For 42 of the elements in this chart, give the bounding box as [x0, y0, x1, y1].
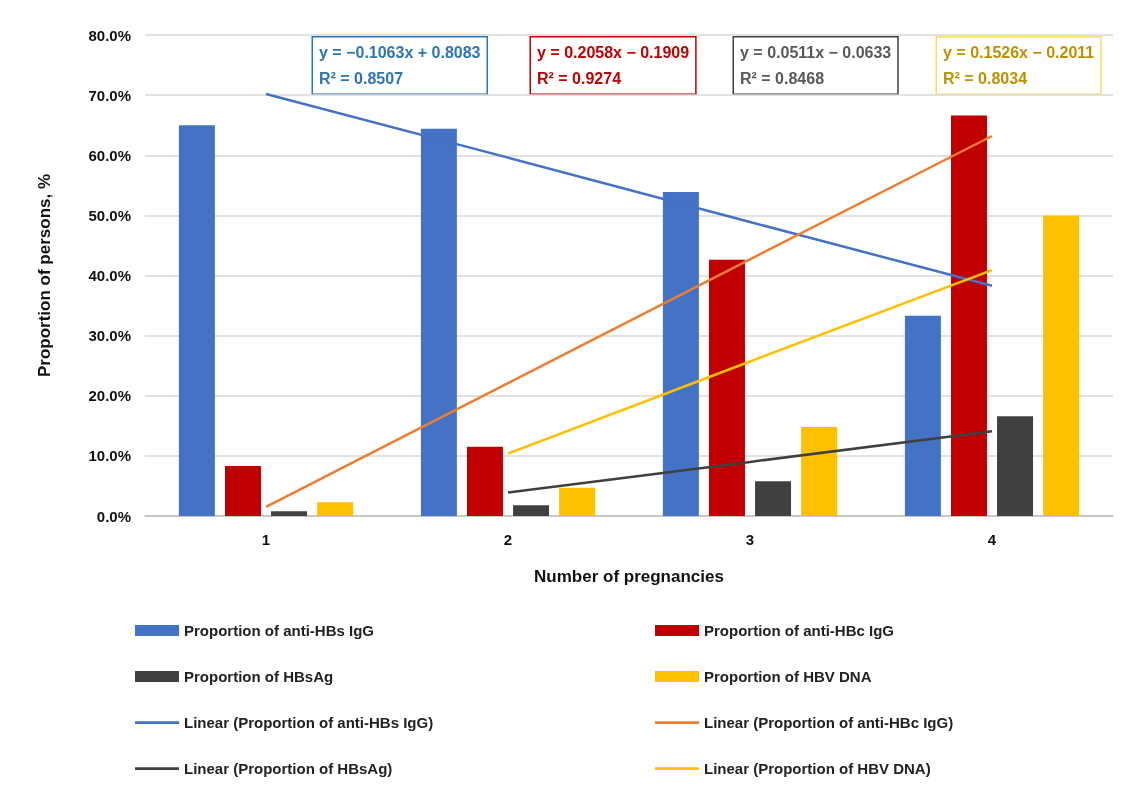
- bar: [801, 427, 838, 516]
- y-tick-label: 70.0%: [88, 86, 131, 104]
- line-series: [264, 134, 994, 509]
- legend-label: Proportion of HBV DNA: [704, 668, 872, 685]
- y-tick-label: 0.0%: [96, 507, 131, 525]
- x-axis-title: Number of pregnancies: [534, 567, 724, 586]
- y-tick-label: 50.0%: [88, 206, 131, 224]
- y-tick-label: 80.0%: [88, 26, 131, 44]
- y-tick-label: 60.0%: [88, 146, 131, 164]
- bar: [271, 511, 308, 516]
- legend-label: Linear (Proportion of anti-HBc IgG): [704, 714, 954, 731]
- bar: [317, 502, 354, 516]
- bar: [950, 115, 987, 516]
- y-axis-title: Proportion of persons, %: [35, 173, 54, 378]
- x-tick-label: 4: [987, 531, 997, 548]
- y-tick-label: 30.0%: [88, 327, 131, 345]
- legend-label: Proportion of HBsAg: [184, 668, 334, 685]
- annotation: y = 0.1526x − 0.2011 R² = 0.8034: [943, 44, 1095, 87]
- bar: [997, 416, 1034, 516]
- bar: [513, 505, 550, 516]
- x-tick-label: 3: [745, 531, 755, 548]
- bar: [755, 481, 792, 516]
- bar: [1043, 215, 1080, 516]
- y-tick-label: 20.0%: [88, 387, 131, 405]
- bar: [904, 315, 941, 516]
- x-tick-label: 2: [503, 531, 513, 548]
- bar: [466, 446, 503, 516]
- bar: [559, 487, 596, 516]
- legend-label: Proportion of anti-HBc IgG: [704, 622, 894, 639]
- legend-label: Linear (Proportion of anti-HBs IgG): [184, 714, 434, 731]
- bar: [224, 466, 261, 516]
- y-tick-label: 40.0%: [88, 267, 131, 284]
- x-tick-label: 1: [261, 531, 271, 548]
- legend-label: Linear (Proportion of HBV DNA): [704, 760, 931, 777]
- annotation: y = 0.0511x − 0.0633 R² = 0.8468: [740, 44, 892, 87]
- bar: [708, 259, 745, 516]
- annotation: y = 0.2058x − 0.1909 R² = 0.9274: [537, 44, 690, 87]
- y-tick-label: 10.0%: [88, 447, 131, 465]
- legend-label: Proportion of anti-HBs IgG: [184, 622, 374, 639]
- bar: [178, 125, 215, 516]
- annotation: y = −0.1063x + 0.8083 R² = 0.8507: [319, 44, 481, 87]
- legend-label: Linear (Proportion of HBsAg): [184, 760, 393, 777]
